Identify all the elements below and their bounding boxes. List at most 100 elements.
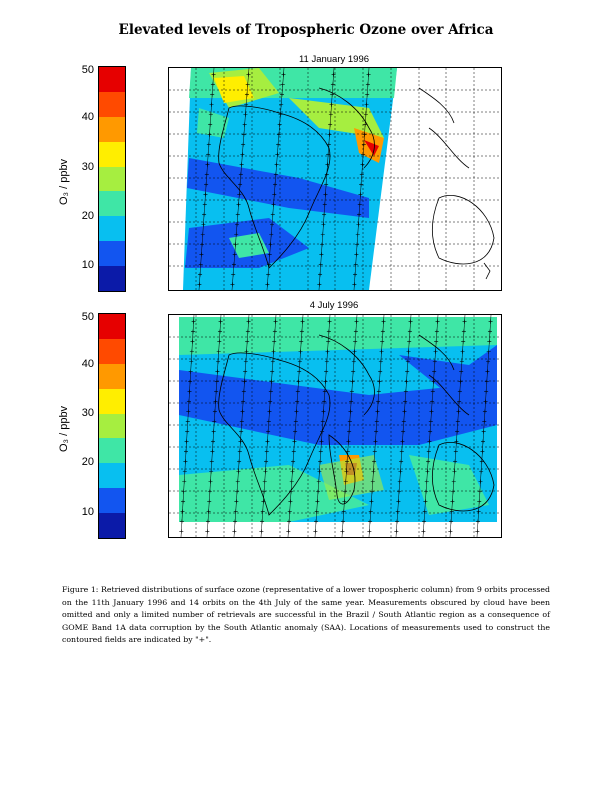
measurement-marker	[218, 319, 223, 324]
measurement-marker	[376, 399, 381, 404]
measurement-marker	[353, 262, 358, 267]
measurement-marker	[213, 399, 218, 404]
measurement-marker	[269, 232, 274, 237]
measurement-marker	[266, 419, 271, 424]
measurement-marker	[324, 359, 329, 364]
measurement-marker	[395, 519, 400, 524]
measurement-marker	[235, 479, 240, 484]
measurement-marker	[266, 429, 271, 434]
measurement-marker	[299, 339, 304, 344]
measurement-marker	[347, 419, 352, 424]
measurement-marker	[272, 329, 277, 334]
measurement-marker	[188, 369, 193, 374]
measurement-marker	[487, 329, 492, 334]
measurement-marker	[357, 212, 362, 217]
measurement-marker	[281, 72, 286, 77]
panel-2-title: 4 July 1996	[309, 300, 359, 311]
measurement-marker	[326, 339, 331, 344]
measurement-marker	[245, 339, 250, 344]
measurement-marker	[240, 152, 245, 157]
measurement-marker	[329, 102, 334, 107]
measurement-marker	[197, 282, 202, 287]
measurement-marker	[270, 359, 275, 364]
measurement-marker	[432, 359, 437, 364]
measurement-marker	[185, 429, 190, 434]
measurement-marker	[379, 349, 384, 354]
measurement-marker	[367, 529, 372, 534]
colorbar-segment	[99, 266, 125, 291]
measurement-marker	[421, 529, 426, 534]
measurement-marker	[480, 449, 485, 454]
measurement-marker	[477, 489, 482, 494]
cbar1-tick-10: 10	[81, 259, 94, 271]
measurement-marker	[236, 202, 241, 207]
measurement-marker	[230, 282, 235, 287]
measurement-marker	[212, 419, 217, 424]
measurement-marker	[241, 389, 246, 394]
measurement-marker	[179, 519, 184, 524]
measurement-marker	[314, 509, 319, 514]
measurement-marker	[316, 479, 321, 484]
measurement-marker	[478, 479, 483, 484]
measurement-marker	[368, 519, 373, 524]
measurement-marker	[487, 339, 492, 344]
measurement-marker	[453, 459, 458, 464]
measurement-marker	[353, 339, 358, 344]
measurement-marker	[235, 222, 240, 227]
measurement-marker	[398, 469, 403, 474]
measurement-marker	[450, 499, 455, 504]
measurement-marker	[260, 509, 265, 514]
cbar1-tick-50: 50	[81, 64, 94, 76]
cbar2-tick-20: 20	[81, 456, 94, 468]
measurement-marker	[433, 349, 438, 354]
measurement-marker	[265, 439, 270, 444]
measurement-marker	[460, 349, 465, 354]
measurement-marker	[242, 122, 247, 127]
measurement-marker	[318, 449, 323, 454]
measurement-marker	[373, 439, 378, 444]
colorbar-1	[98, 66, 126, 292]
measurement-marker	[276, 132, 281, 137]
measurement-marker	[183, 459, 188, 464]
measurement-marker	[455, 419, 460, 424]
measurement-marker	[215, 369, 220, 374]
measurement-marker	[380, 339, 385, 344]
measurement-marker	[328, 112, 333, 117]
measurement-marker	[323, 192, 328, 197]
measurement-marker	[289, 479, 294, 484]
measurement-marker	[399, 449, 404, 454]
measurement-marker	[239, 162, 244, 167]
measurement-marker	[318, 262, 323, 267]
measurement-marker	[427, 439, 432, 444]
measurement-marker	[321, 409, 326, 414]
measurement-marker	[462, 319, 467, 324]
cbar1-tick-20: 20	[81, 210, 94, 222]
measurement-marker	[370, 489, 375, 494]
measurement-marker	[330, 92, 335, 97]
measurement-marker	[340, 529, 345, 534]
measurement-marker	[233, 519, 238, 524]
measurement-marker	[326, 152, 331, 157]
measurement-marker	[405, 359, 410, 364]
measurement-marker	[448, 529, 453, 534]
measurement-marker	[394, 529, 399, 534]
measurement-marker	[484, 389, 489, 394]
measurement-marker	[403, 399, 408, 404]
measurement-marker	[203, 192, 208, 197]
measurement-marker	[372, 459, 377, 464]
measurement-marker	[246, 72, 251, 77]
measurement-marker	[315, 499, 320, 504]
measurement-marker	[216, 359, 221, 364]
measurement-marker	[319, 439, 324, 444]
measurement-marker	[243, 112, 248, 117]
measurement-marker	[198, 262, 203, 267]
measurement-marker	[270, 369, 275, 374]
measurement-marker	[327, 132, 332, 137]
measurement-marker	[372, 449, 377, 454]
measurement-marker	[346, 439, 351, 444]
measurement-marker	[289, 489, 294, 494]
measurement-marker	[271, 349, 276, 354]
measurement-marker	[276, 142, 281, 147]
measurement-marker	[241, 132, 246, 137]
measurement-marker	[363, 122, 368, 127]
